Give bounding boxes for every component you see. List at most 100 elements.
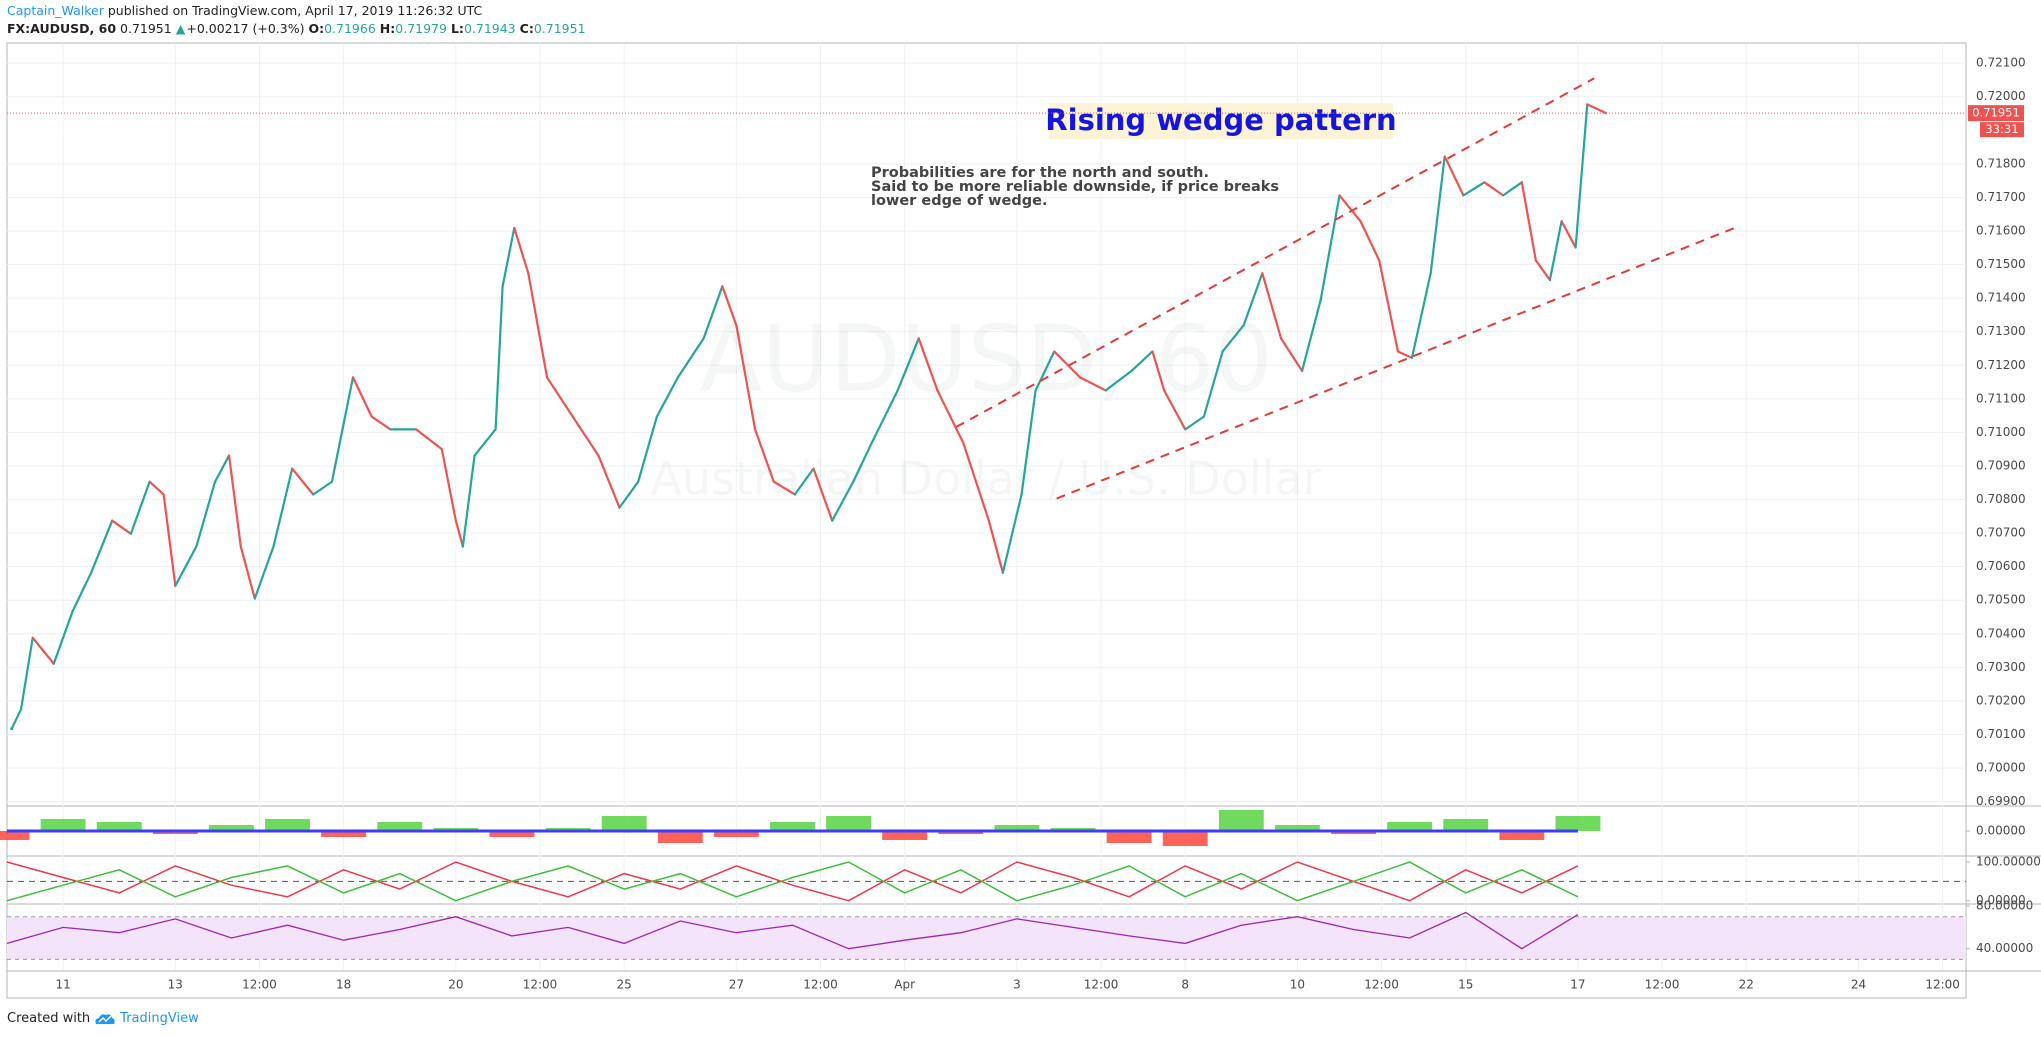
price-segment <box>1502 181 1523 197</box>
histogram-bar <box>489 831 535 837</box>
footer-brand[interactable]: TradingView <box>120 1011 199 1026</box>
y-tick-label: 100.00000 <box>1976 855 2041 869</box>
histogram-bar <box>1106 831 1152 843</box>
histogram-bar <box>657 831 703 843</box>
last-price-box <box>1968 105 2024 122</box>
footer-text: Created with <box>7 1011 91 1026</box>
price-segment <box>1548 220 1563 282</box>
price-segment <box>936 389 965 444</box>
y-tick-label: 0.71800 <box>1976 156 2026 170</box>
ohlc-label: L: <box>450 21 464 36</box>
x-tick-label: 12:00 <box>1084 978 1119 992</box>
ohlc-label: C: <box>519 21 534 36</box>
price-segment <box>1410 272 1432 359</box>
x-tick-label: 12:00 <box>803 978 838 992</box>
author[interactable]: Captain_Walker <box>7 3 104 18</box>
price-segment <box>494 285 504 431</box>
price-segment <box>753 428 775 483</box>
price-segment <box>962 441 990 522</box>
price-segment <box>637 415 658 483</box>
price-segment <box>1300 298 1322 373</box>
price-segment <box>527 272 549 379</box>
change: +0.00217 (+0.3%) <box>186 21 305 36</box>
histogram-bar <box>208 825 254 831</box>
countdown-label: 33:31 <box>1985 122 2018 136</box>
histogram-bar <box>96 822 142 831</box>
y-tick-label: 40.00000 <box>1976 941 2033 955</box>
arrow: ▲ <box>175 21 186 36</box>
price-segment <box>676 337 705 379</box>
histogram-bar <box>1274 825 1320 831</box>
histogram-bar <box>1218 810 1264 831</box>
price-segment <box>461 454 476 548</box>
y-tick-label: 0.70700 <box>1976 526 2026 540</box>
price-segment <box>1184 415 1206 431</box>
price-segment <box>852 441 874 483</box>
price-segment <box>702 285 724 340</box>
price-segment <box>1483 181 1505 197</box>
logo <box>95 1013 115 1024</box>
price-segment <box>896 337 920 392</box>
price-segment <box>735 324 757 431</box>
price-segment <box>772 480 796 496</box>
price-segment <box>1574 103 1589 249</box>
y-tick-label: 0.70500 <box>1976 593 2026 607</box>
ohlc: O:0.71966 H:0.71979 L:0.71943 C:0.71951 <box>308 21 589 36</box>
price-segment <box>1163 389 1187 431</box>
price-segment <box>1020 389 1037 496</box>
price-segment <box>291 467 315 496</box>
x-tick-label: 12:00 <box>1925 978 1960 992</box>
y-tick-label: 0.71500 <box>1976 257 2026 271</box>
y-tick-label: 0.70600 <box>1976 559 2026 573</box>
x-tick-label: 13 <box>168 978 183 992</box>
price-segment <box>917 337 939 392</box>
price-segment <box>1001 493 1023 574</box>
x-tick-label: 8 <box>1181 978 1189 992</box>
price-segment <box>1151 350 1166 392</box>
price-segment <box>1104 369 1133 392</box>
x-tick-label: 12:00 <box>1645 978 1680 992</box>
y-tick-label: 0.70900 <box>1976 458 2026 472</box>
price-segment <box>272 467 294 548</box>
x-tick-label: 24 <box>1851 978 1866 992</box>
annotation-title: Rising wedge pattern <box>1045 103 1396 137</box>
histogram-bar <box>882 831 928 840</box>
price-segment <box>440 448 457 522</box>
histogram-bar <box>601 816 647 831</box>
y-tick-label: 0.71200 <box>1976 358 2026 372</box>
price-segment <box>370 415 392 431</box>
price-segment <box>1520 181 1537 262</box>
y-tick-label: 0.71100 <box>1976 391 2026 405</box>
price-segment <box>1429 155 1446 275</box>
series-line <box>6 861 1579 902</box>
price-segment <box>812 467 834 522</box>
band <box>7 916 1966 960</box>
price-segment <box>213 454 231 483</box>
price-segment <box>870 389 899 444</box>
y-tick-label: 0.71300 <box>1976 324 2026 338</box>
marks <box>0 103 1966 960</box>
ohlc-label: O: <box>308 21 325 36</box>
price-segment <box>793 467 815 496</box>
y-tick-label: 0.70400 <box>1976 626 2026 640</box>
histogram-bar <box>321 831 367 837</box>
price-segment <box>129 480 151 535</box>
histogram-bar <box>1555 816 1601 831</box>
price-segment <box>513 226 530 275</box>
price-segment <box>1078 376 1107 392</box>
price-segment <box>571 415 600 457</box>
price-segment <box>414 428 443 451</box>
price-segment <box>1279 337 1304 373</box>
histogram-bar <box>40 819 86 831</box>
histogram-bar <box>265 819 310 831</box>
x-tick-label: 17 <box>1570 978 1585 992</box>
price-segment <box>1242 272 1264 327</box>
annotation-text: Probabilities are for the north and sout… <box>871 165 1209 181</box>
ohlc-value: 0.71979 <box>395 21 447 36</box>
header-line: Captain_Walker published on TradingView.c… <box>7 3 486 18</box>
price-segment <box>987 519 1004 574</box>
y-tick-label: 0.70100 <box>1976 727 2026 741</box>
price-segment <box>10 708 23 730</box>
price-segment <box>162 493 177 587</box>
